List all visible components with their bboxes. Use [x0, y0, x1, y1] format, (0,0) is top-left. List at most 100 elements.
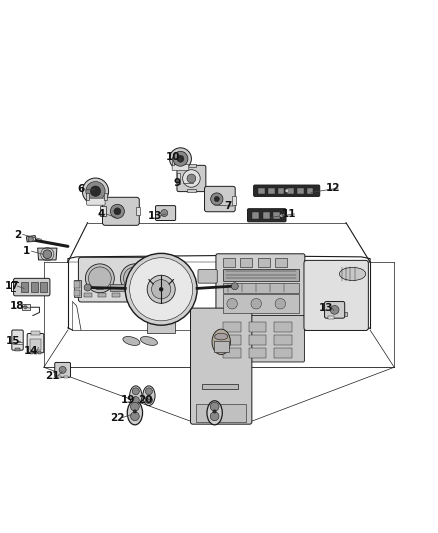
Circle shape: [43, 250, 52, 259]
Bar: [297, 188, 304, 194]
Ellipse shape: [141, 336, 157, 345]
Circle shape: [214, 197, 219, 201]
Circle shape: [173, 151, 188, 166]
Bar: [21, 282, 28, 292]
Text: 2: 2: [14, 230, 21, 239]
FancyBboxPatch shape: [172, 165, 189, 171]
Bar: [74, 281, 80, 287]
FancyBboxPatch shape: [177, 165, 206, 191]
Circle shape: [183, 169, 200, 187]
Circle shape: [145, 397, 152, 403]
Text: 11: 11: [282, 209, 297, 219]
Circle shape: [330, 305, 339, 314]
Bar: [57, 376, 61, 378]
Bar: [223, 283, 299, 293]
Circle shape: [152, 280, 171, 299]
Bar: [98, 293, 106, 297]
FancyBboxPatch shape: [247, 209, 286, 222]
Bar: [15, 348, 20, 351]
Bar: [177, 173, 180, 184]
Bar: [258, 258, 270, 266]
Bar: [249, 335, 266, 345]
Ellipse shape: [130, 386, 142, 406]
Bar: [147, 317, 175, 333]
Text: 13: 13: [319, 303, 334, 313]
Text: 4: 4: [97, 209, 104, 219]
Bar: [223, 322, 241, 332]
Bar: [223, 348, 241, 359]
Bar: [34, 351, 37, 354]
FancyBboxPatch shape: [102, 197, 139, 225]
Circle shape: [84, 284, 91, 291]
Ellipse shape: [147, 312, 175, 322]
Text: 19: 19: [121, 395, 135, 405]
FancyBboxPatch shape: [87, 198, 105, 205]
Circle shape: [275, 298, 286, 309]
Circle shape: [110, 204, 124, 219]
Circle shape: [59, 366, 66, 374]
Bar: [240, 258, 252, 266]
Bar: [249, 348, 266, 359]
Circle shape: [282, 214, 285, 217]
Circle shape: [159, 287, 163, 292]
Text: 6: 6: [78, 183, 85, 193]
Bar: [110, 284, 124, 290]
Circle shape: [133, 410, 137, 413]
Ellipse shape: [207, 401, 222, 425]
Circle shape: [210, 402, 219, 411]
Text: 7: 7: [224, 201, 231, 211]
Bar: [273, 212, 280, 219]
Ellipse shape: [212, 329, 230, 354]
Circle shape: [187, 174, 196, 183]
Text: 21: 21: [45, 371, 60, 381]
Circle shape: [130, 258, 193, 321]
Text: 13: 13: [148, 211, 163, 221]
Text: 20: 20: [138, 395, 153, 405]
Bar: [104, 193, 107, 200]
Circle shape: [82, 178, 109, 204]
Bar: [100, 206, 106, 216]
Bar: [187, 165, 196, 167]
Circle shape: [125, 253, 197, 325]
FancyBboxPatch shape: [216, 254, 305, 317]
FancyBboxPatch shape: [12, 330, 23, 350]
FancyBboxPatch shape: [325, 302, 345, 318]
Bar: [274, 322, 292, 332]
Circle shape: [147, 275, 175, 303]
Circle shape: [231, 282, 238, 290]
Bar: [258, 188, 265, 194]
Circle shape: [131, 412, 139, 421]
Bar: [274, 348, 292, 359]
Circle shape: [213, 410, 216, 413]
Bar: [172, 157, 174, 165]
Bar: [38, 351, 41, 354]
Circle shape: [132, 388, 139, 395]
Bar: [86, 193, 89, 200]
Bar: [74, 290, 80, 296]
Bar: [307, 188, 313, 194]
Text: 22: 22: [110, 413, 124, 423]
Bar: [126, 293, 134, 297]
Bar: [249, 322, 266, 332]
Circle shape: [132, 397, 139, 403]
FancyBboxPatch shape: [27, 334, 44, 353]
Text: 18: 18: [9, 301, 24, 311]
Text: 15: 15: [6, 336, 21, 346]
Bar: [64, 376, 68, 378]
Circle shape: [251, 298, 261, 309]
Circle shape: [145, 388, 152, 395]
Bar: [252, 212, 259, 219]
Ellipse shape: [127, 401, 142, 425]
Bar: [278, 188, 284, 194]
Circle shape: [161, 209, 168, 216]
Circle shape: [120, 264, 149, 293]
Text: 12: 12: [325, 183, 340, 193]
FancyBboxPatch shape: [155, 206, 176, 221]
FancyBboxPatch shape: [254, 185, 320, 197]
Bar: [31, 332, 40, 335]
Text: 17: 17: [5, 281, 20, 291]
Circle shape: [86, 182, 105, 201]
Circle shape: [227, 298, 237, 309]
Circle shape: [90, 186, 101, 197]
Bar: [187, 189, 196, 191]
